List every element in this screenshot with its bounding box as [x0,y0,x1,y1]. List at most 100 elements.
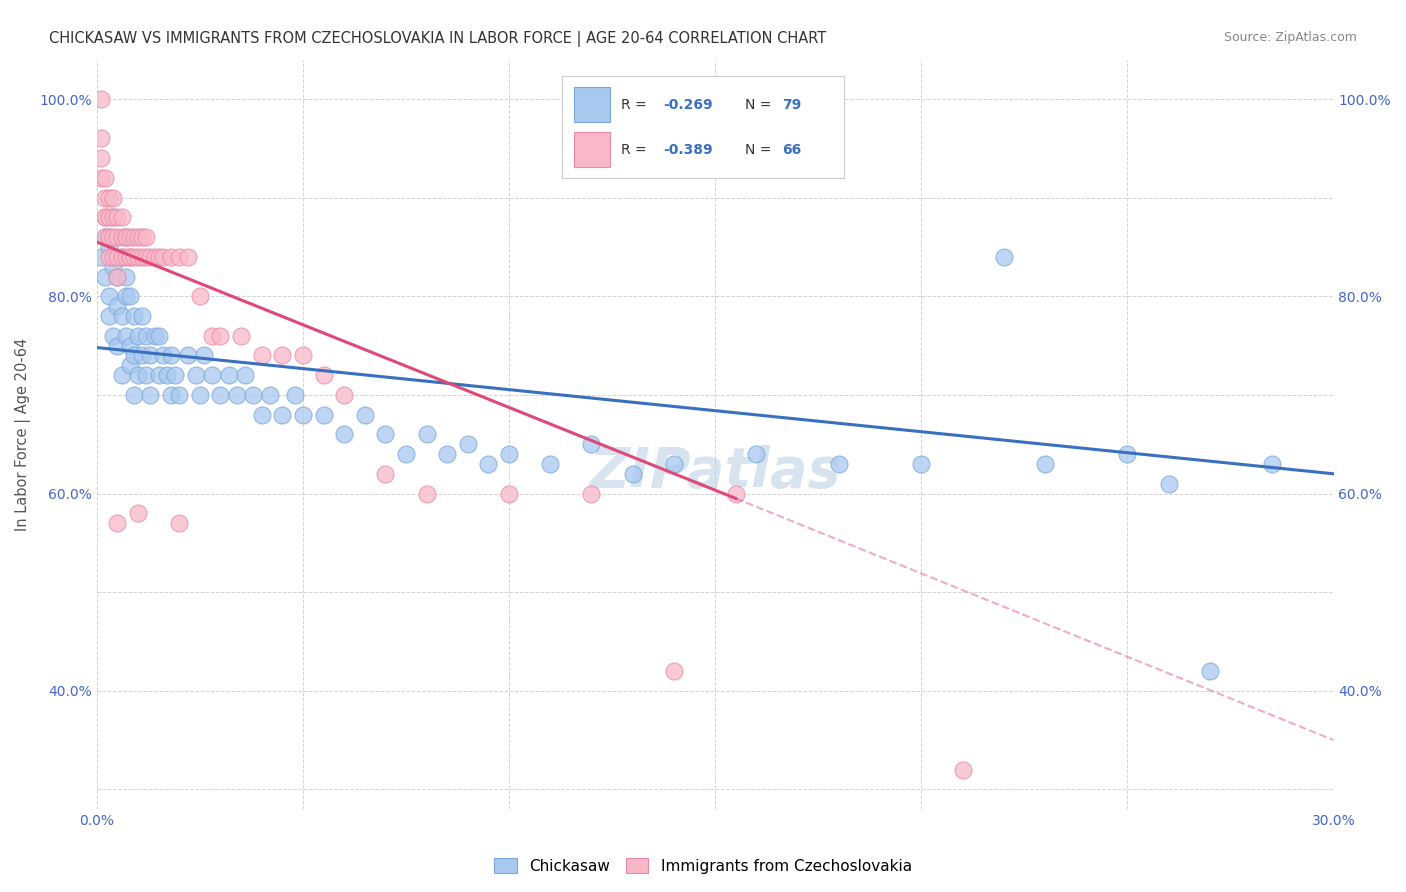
Point [131,348,153,362]
Point [114,250,136,264]
Point [114,328,136,343]
Point [415,486,437,500]
Point [139,348,162,362]
Point [122,348,145,362]
Point [209,388,232,402]
Point [910,457,932,471]
Y-axis label: In Labor Force | Age 20-64: In Labor Force | Age 20-64 [15,338,31,531]
Text: R =: R = [621,97,651,112]
Point [662,664,685,678]
Point [103,211,125,225]
Point [90,92,112,106]
Point [98,309,121,323]
Point [143,250,166,264]
Text: R =: R = [621,143,651,157]
Point [828,457,851,471]
Point [188,289,211,303]
Point [139,388,162,402]
Point [98,289,121,303]
Point [333,427,356,442]
Point [291,348,314,362]
Point [160,388,183,402]
Point [148,250,170,264]
Point [103,191,125,205]
Point [284,388,307,402]
Point [103,260,125,274]
Point [169,516,191,530]
Point [415,427,437,442]
Point [131,250,153,264]
Point [107,269,129,284]
Point [148,368,170,383]
Point [122,230,145,244]
Point [188,388,211,402]
Point [127,328,149,343]
Point [160,348,183,362]
Point [107,250,129,264]
Point [233,368,256,383]
Point [122,309,145,323]
Point [135,250,157,264]
Point [333,388,356,402]
Point [118,338,141,352]
Point [118,250,141,264]
Point [110,250,132,264]
Point [993,250,1015,264]
Text: 66: 66 [782,143,801,157]
Point [94,230,117,244]
Point [662,457,685,471]
Text: 79: 79 [782,97,801,112]
Point [110,309,132,323]
Point [745,447,768,461]
Point [152,348,174,362]
Point [94,211,117,225]
Point [122,250,145,264]
Point [395,447,418,461]
Text: ZIPatlas: ZIPatlas [589,445,841,499]
Point [98,230,121,244]
Point [127,506,149,520]
Point [1033,457,1056,471]
Point [374,427,396,442]
Point [103,250,125,264]
Point [94,230,117,244]
Point [169,388,191,402]
Point [122,388,145,402]
Point [127,230,149,244]
FancyBboxPatch shape [574,87,610,122]
Point [143,328,166,343]
Point [94,211,117,225]
Point [869,871,891,885]
Point [107,299,129,313]
Point [94,191,117,205]
Point [118,230,141,244]
Point [90,250,112,264]
FancyBboxPatch shape [574,132,610,167]
Point [103,211,125,225]
Point [169,250,191,264]
Point [114,289,136,303]
Point [114,269,136,284]
Point [176,250,198,264]
Point [135,328,157,343]
Point [94,269,117,284]
Point [90,131,112,145]
Text: -0.389: -0.389 [664,143,713,157]
Point [114,230,136,244]
Point [201,368,224,383]
Point [193,348,215,362]
Point [498,447,520,461]
Legend: Chickasaw, Immigrants from Czechoslovakia: Chickasaw, Immigrants from Czechoslovaki… [488,852,918,880]
Point [160,250,183,264]
Point [98,240,121,254]
Text: CHICKASAW VS IMMIGRANTS FROM CZECHOSLOVAKIA IN LABOR FORCE | AGE 20-64 CORRELATI: CHICKASAW VS IMMIGRANTS FROM CZECHOSLOVA… [49,31,827,47]
Point [250,348,273,362]
Point [110,230,132,244]
Point [353,408,375,422]
Point [184,368,207,383]
Point [724,486,747,500]
Point [110,211,132,225]
Point [127,368,149,383]
Point [165,368,187,383]
Point [1198,664,1220,678]
